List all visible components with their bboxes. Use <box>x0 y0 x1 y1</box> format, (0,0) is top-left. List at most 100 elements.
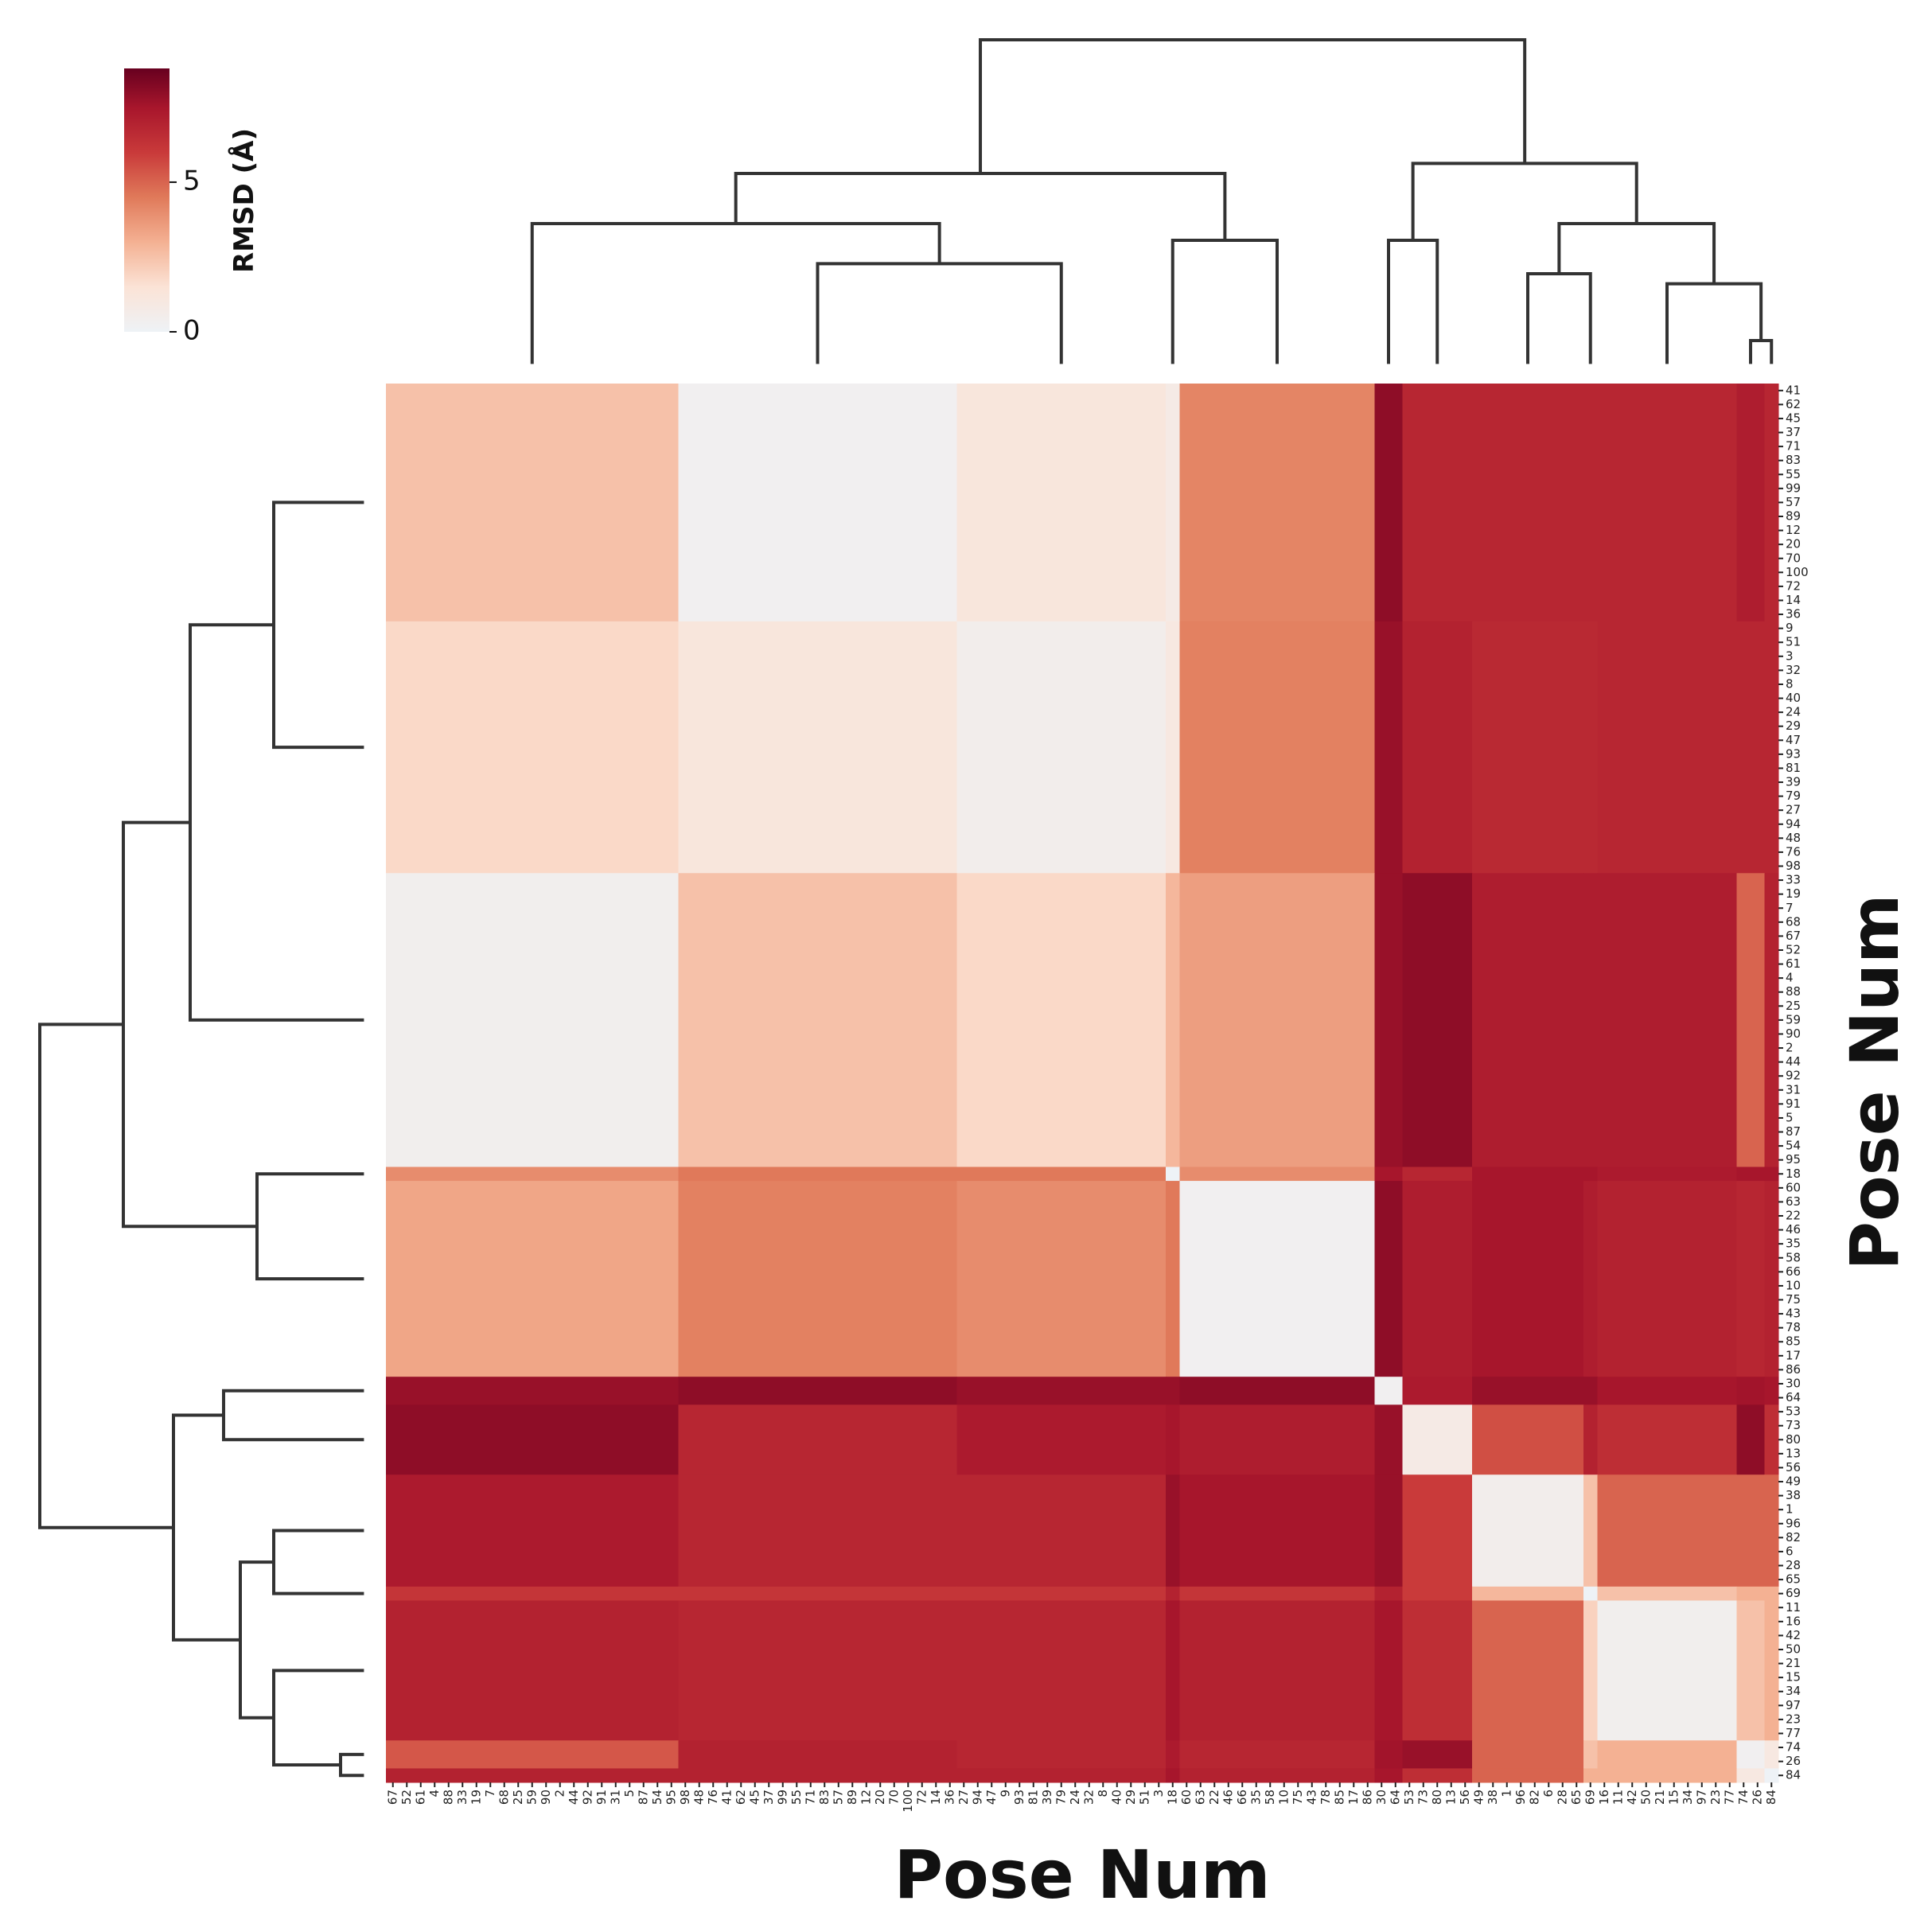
cell-block <box>1764 1181 1779 1377</box>
col-label: 46 <box>1221 1790 1235 1805</box>
row-label: 9 <box>1786 621 1794 635</box>
col-label: 3 <box>1151 1790 1166 1798</box>
colorbar <box>124 68 169 332</box>
colorbar-tick-label: 0 <box>183 315 201 347</box>
cell-block <box>1374 1768 1403 1783</box>
cell-block <box>1166 1377 1180 1405</box>
col-label: 92 <box>580 1790 594 1805</box>
row-label: 13 <box>1786 1446 1801 1460</box>
cell-block <box>1402 1768 1473 1783</box>
cell-block <box>678 1586 957 1601</box>
row-label: 52 <box>1786 942 1801 956</box>
dendrogram-link <box>734 172 1227 240</box>
dendrogram-link <box>272 1529 364 1595</box>
col-label: 60 <box>1179 1790 1194 1805</box>
row-label: 40 <box>1786 691 1801 705</box>
cell-block <box>956 1404 1167 1475</box>
row-label: 39 <box>1786 775 1801 789</box>
tick-labels: 4162453771835599578912207010072143695133… <box>385 383 1808 1812</box>
row-label: 89 <box>1786 509 1801 524</box>
row-label: 100 <box>1786 565 1809 579</box>
col-label: 53 <box>1402 1790 1416 1805</box>
row-label: 54 <box>1786 1139 1801 1153</box>
col-label: 58 <box>1263 1790 1277 1805</box>
col-label: 27 <box>956 1790 971 1805</box>
col-label: 55 <box>789 1790 804 1805</box>
cell-block <box>1764 1377 1779 1405</box>
cell-block <box>1402 1740 1473 1769</box>
dendrogram-link <box>979 38 1527 173</box>
row-label: 82 <box>1786 1530 1801 1544</box>
col-label: 85 <box>1332 1790 1346 1805</box>
row-label: 92 <box>1786 1069 1801 1083</box>
col-label: 67 <box>385 1790 399 1805</box>
row-label: 31 <box>1786 1082 1801 1096</box>
row-label: 18 <box>1786 1167 1801 1181</box>
cell-block <box>1583 1181 1598 1377</box>
cell-block <box>1166 1404 1180 1475</box>
row-label: 91 <box>1786 1096 1801 1111</box>
cell-block <box>678 1768 957 1783</box>
row-label: 85 <box>1786 1334 1801 1349</box>
col-label: 73 <box>1416 1790 1430 1805</box>
col-label: 83 <box>817 1790 832 1805</box>
cell-block <box>1179 1181 1375 1377</box>
col-label: 43 <box>1304 1790 1319 1805</box>
col-label: 33 <box>455 1790 469 1805</box>
cell-block <box>1402 1586 1473 1601</box>
col-label: 8 <box>1096 1790 1110 1798</box>
col-label: 41 <box>719 1790 734 1805</box>
cell-block <box>386 1377 679 1405</box>
cell-block <box>1402 1474 1473 1587</box>
row-label: 60 <box>1786 1180 1801 1194</box>
dendrogram-link <box>222 1389 364 1442</box>
row-label: 49 <box>1786 1474 1801 1489</box>
col-label: 19 <box>469 1790 483 1805</box>
col-label: 64 <box>1388 1790 1402 1805</box>
cell-block <box>1402 1404 1473 1475</box>
col-label: 23 <box>1708 1790 1723 1805</box>
row-label: 88 <box>1786 984 1801 999</box>
cell-block <box>956 1474 1167 1587</box>
cell-block <box>1374 1740 1403 1769</box>
col-label: 26 <box>1750 1790 1764 1805</box>
col-label: 44 <box>567 1790 581 1805</box>
col-label: 88 <box>441 1790 455 1805</box>
cell-block <box>1166 1600 1180 1741</box>
dendrogram-link <box>530 222 941 364</box>
cell-block <box>1736 621 1765 874</box>
row-label: 67 <box>1786 929 1801 943</box>
cell-block <box>1736 1404 1765 1475</box>
cell-block <box>1166 1181 1180 1377</box>
col-label: 10 <box>1276 1790 1291 1805</box>
cell-block <box>678 1167 957 1182</box>
row-label: 61 <box>1786 956 1801 971</box>
col-label: 4 <box>427 1790 442 1798</box>
col-label: 51 <box>1137 1790 1151 1805</box>
col-label: 14 <box>929 1790 943 1805</box>
col-label: 74 <box>1736 1790 1751 1805</box>
col-label: 91 <box>594 1790 609 1805</box>
row-label: 64 <box>1786 1390 1801 1404</box>
row-label: 55 <box>1786 467 1801 481</box>
cell-block <box>1597 1377 1737 1405</box>
dendrogram-link <box>38 1022 173 1529</box>
col-label: 93 <box>1012 1790 1026 1805</box>
cell-block <box>1402 621 1473 874</box>
cell-block <box>1402 1377 1473 1405</box>
row-label: 68 <box>1786 914 1801 929</box>
col-label: 36 <box>942 1790 956 1805</box>
row-label: 24 <box>1786 705 1801 719</box>
cell-block <box>1179 1740 1375 1769</box>
row-label: 73 <box>1786 1418 1801 1432</box>
cell-block <box>1179 873 1375 1167</box>
row-label: 86 <box>1786 1362 1801 1377</box>
cell-block <box>1374 1600 1403 1741</box>
cell-block <box>1597 873 1737 1167</box>
cell-block <box>1736 1600 1765 1741</box>
row-label: 4 <box>1786 971 1794 985</box>
cell-block <box>678 1377 957 1405</box>
col-label: 42 <box>1625 1790 1639 1805</box>
cell-block <box>1402 1181 1473 1377</box>
